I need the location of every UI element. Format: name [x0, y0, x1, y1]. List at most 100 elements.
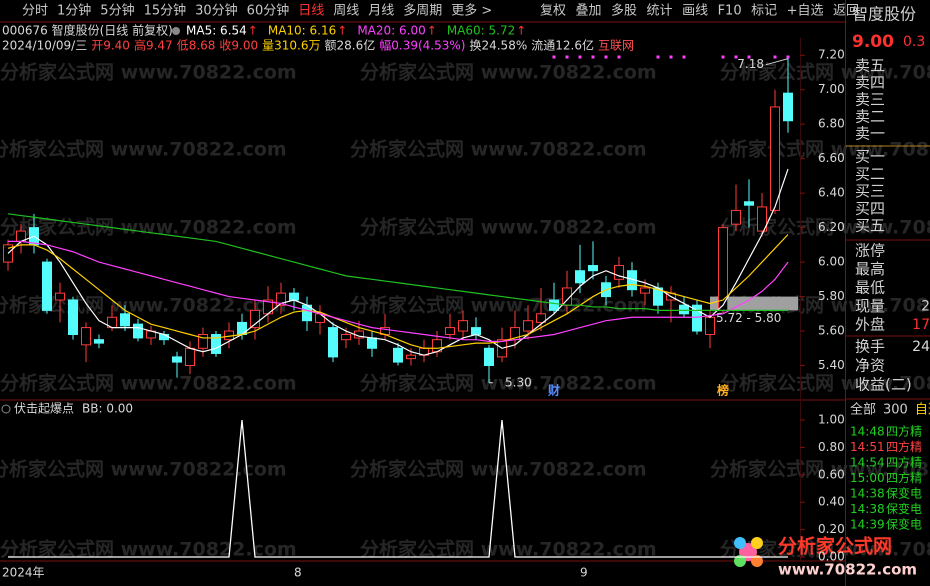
candle-body [770, 106, 780, 211]
order-level: 卖五 [855, 57, 885, 75]
y-tick-label: 6.40 [818, 186, 845, 200]
trade-time: 14:51 [850, 440, 885, 454]
legend-entry: MA20: 6.00 [357, 24, 425, 38]
legend-trend: ↑ [248, 24, 258, 38]
list-tab[interactable]: 全部 [850, 402, 876, 418]
candle-body [185, 347, 195, 367]
quote-item: 量310.6万 [262, 39, 320, 53]
candle-body [276, 292, 286, 306]
candle-body [445, 327, 455, 335]
watermark: 分析家公式网 www.70822.com [720, 372, 930, 395]
toolbar-tab[interactable]: 15分钟 [144, 3, 187, 19]
trade-time: 14:38 [850, 502, 885, 516]
legend-trend: ↑ [516, 24, 526, 38]
candle-body [484, 347, 494, 367]
x-tick-label: 2024年 [2, 566, 45, 580]
toolbar-button[interactable]: 多股 [611, 3, 637, 19]
trade-name: 保变电 [886, 486, 922, 501]
trade-name: 保变电 [886, 517, 922, 532]
trade-name: 四方精 [886, 424, 922, 439]
y-tick-label: 6.20 [818, 220, 845, 234]
candle-body [289, 292, 299, 301]
candle-body [575, 270, 585, 284]
signal-dot [669, 55, 673, 59]
watermark: 分析家公式网 www.70822.com [0, 538, 297, 561]
signal-dot [656, 55, 660, 59]
order-level: 卖四 [855, 74, 885, 92]
candle-body [68, 299, 78, 335]
toolbar-tab[interactable]: 更多 > [451, 3, 492, 19]
watermarks: 分析家公式网 www.70822.com 分析家公式网 www.70822.com… [0, 61, 930, 561]
finance-value: 24 [912, 339, 930, 355]
quote-item: 换24.58% [469, 39, 527, 53]
list-tab[interactable]: 自选 [915, 403, 930, 418]
toolbar-button[interactable]: 复权 [540, 3, 566, 19]
quote-item: 低8.68 [177, 39, 216, 53]
signal-dot [734, 55, 738, 59]
toolbar-tab[interactable]: 日线 [298, 4, 324, 19]
indicator-icon[interactable] [1, 404, 11, 414]
signal-dot [565, 55, 569, 59]
watermark: 分析家公式网 www.70822.com [360, 538, 657, 561]
signal-dot [773, 55, 777, 59]
watermark: 分析家公式网 www.70822.com [720, 216, 930, 239]
stat-label: 最低 [855, 279, 885, 297]
y-tick-label: 6.00 [818, 255, 845, 269]
candle-body [81, 327, 91, 346]
signal-dot [604, 55, 608, 59]
trade-time: 14:39 [850, 518, 885, 532]
stat-value: 2 [921, 299, 930, 315]
list-tab[interactable]: 300 [883, 403, 908, 418]
toolbar-button[interactable]: F10 [718, 4, 742, 19]
candle-body [55, 292, 65, 301]
y-tick-label: 6.80 [818, 117, 845, 131]
toolbar-tab[interactable]: 分时 [22, 4, 48, 19]
toolbar-tab[interactable]: 5分钟 [100, 3, 134, 19]
toolbar-button[interactable]: 返回 [833, 4, 859, 19]
toolbar-button[interactable]: 标记 [751, 4, 777, 19]
toolbar-button[interactable]: +自选 [787, 4, 824, 19]
toolbar-button[interactable]: 统计 [647, 4, 673, 19]
logo-petal [734, 537, 746, 549]
trade-time: 15:00 [850, 471, 885, 485]
event-marker[interactable]: 榜 [717, 383, 729, 398]
candle-body [744, 201, 754, 206]
watermark: 分析家公式网 www.70822.com [710, 458, 930, 481]
candle-body [94, 339, 104, 344]
stat-label: 外盘 [855, 316, 885, 334]
price-zone [710, 296, 798, 311]
toolbar-button[interactable]: 叠加 [576, 4, 602, 19]
event-marker[interactable]: 财 [547, 383, 560, 398]
order-level: 卖二 [855, 108, 885, 126]
toolbar-tab[interactable]: 30分钟 [195, 3, 238, 19]
ma-line [8, 240, 789, 342]
watermark: 分析家公式网 www.70822.com [0, 458, 287, 481]
quote-item: 流通12.6亿 [531, 38, 594, 53]
toolbar-tab[interactable]: 周线 [333, 4, 359, 19]
candle-body [640, 287, 650, 294]
y-tick-label: 7.00 [818, 82, 845, 96]
y-tick-label: 0.40 [818, 495, 845, 509]
quote-item: 2024/10/09/三 [2, 39, 87, 53]
candle-body [471, 327, 481, 335]
candle-body [731, 209, 741, 225]
toolbar-button[interactable]: 画线 [682, 4, 708, 19]
toolbar-tab[interactable]: 60分钟 [247, 3, 290, 19]
watermark: 分析家公式网 www.70822.com [350, 458, 647, 481]
candle-body [159, 333, 169, 341]
candle-body [367, 337, 377, 349]
settings-icon[interactable] [172, 27, 180, 35]
toolbar-tab[interactable]: 月线 [368, 4, 394, 19]
stat-value: 17 [912, 317, 930, 333]
watermark: 分析家公式网 www.70822.com [710, 138, 930, 161]
y-tick-label: 1.00 [818, 413, 845, 427]
indicator-legend: BB: 0.00 [82, 402, 133, 416]
toolbar-tab[interactable]: 1分钟 [57, 3, 91, 19]
toolbar-tab[interactable]: 多周期 [403, 3, 442, 19]
order-level: 买二 [855, 165, 885, 183]
watermark: 分析家公式网 www.70822.com [720, 538, 930, 561]
finance-label: 换手 [855, 338, 885, 356]
trade-time: 14:48 [850, 425, 885, 439]
legend-entry: MA10: 6.16 [268, 24, 336, 38]
